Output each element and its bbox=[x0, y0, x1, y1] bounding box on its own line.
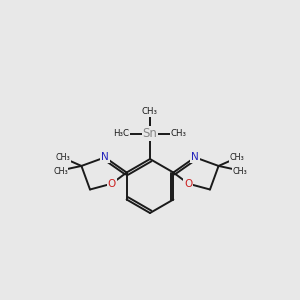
Text: O: O bbox=[184, 179, 192, 189]
Text: N: N bbox=[191, 152, 199, 162]
Text: H₃C: H₃C bbox=[113, 129, 129, 138]
Text: N: N bbox=[101, 152, 109, 162]
Text: CH₃: CH₃ bbox=[232, 167, 247, 176]
Text: CH₃: CH₃ bbox=[142, 107, 158, 116]
Text: Sn: Sn bbox=[142, 127, 158, 140]
Text: O: O bbox=[108, 179, 116, 189]
Text: CH₃: CH₃ bbox=[56, 153, 70, 162]
Text: CH₃: CH₃ bbox=[230, 153, 244, 162]
Text: CH₃: CH₃ bbox=[171, 129, 187, 138]
Text: CH₃: CH₃ bbox=[53, 167, 68, 176]
